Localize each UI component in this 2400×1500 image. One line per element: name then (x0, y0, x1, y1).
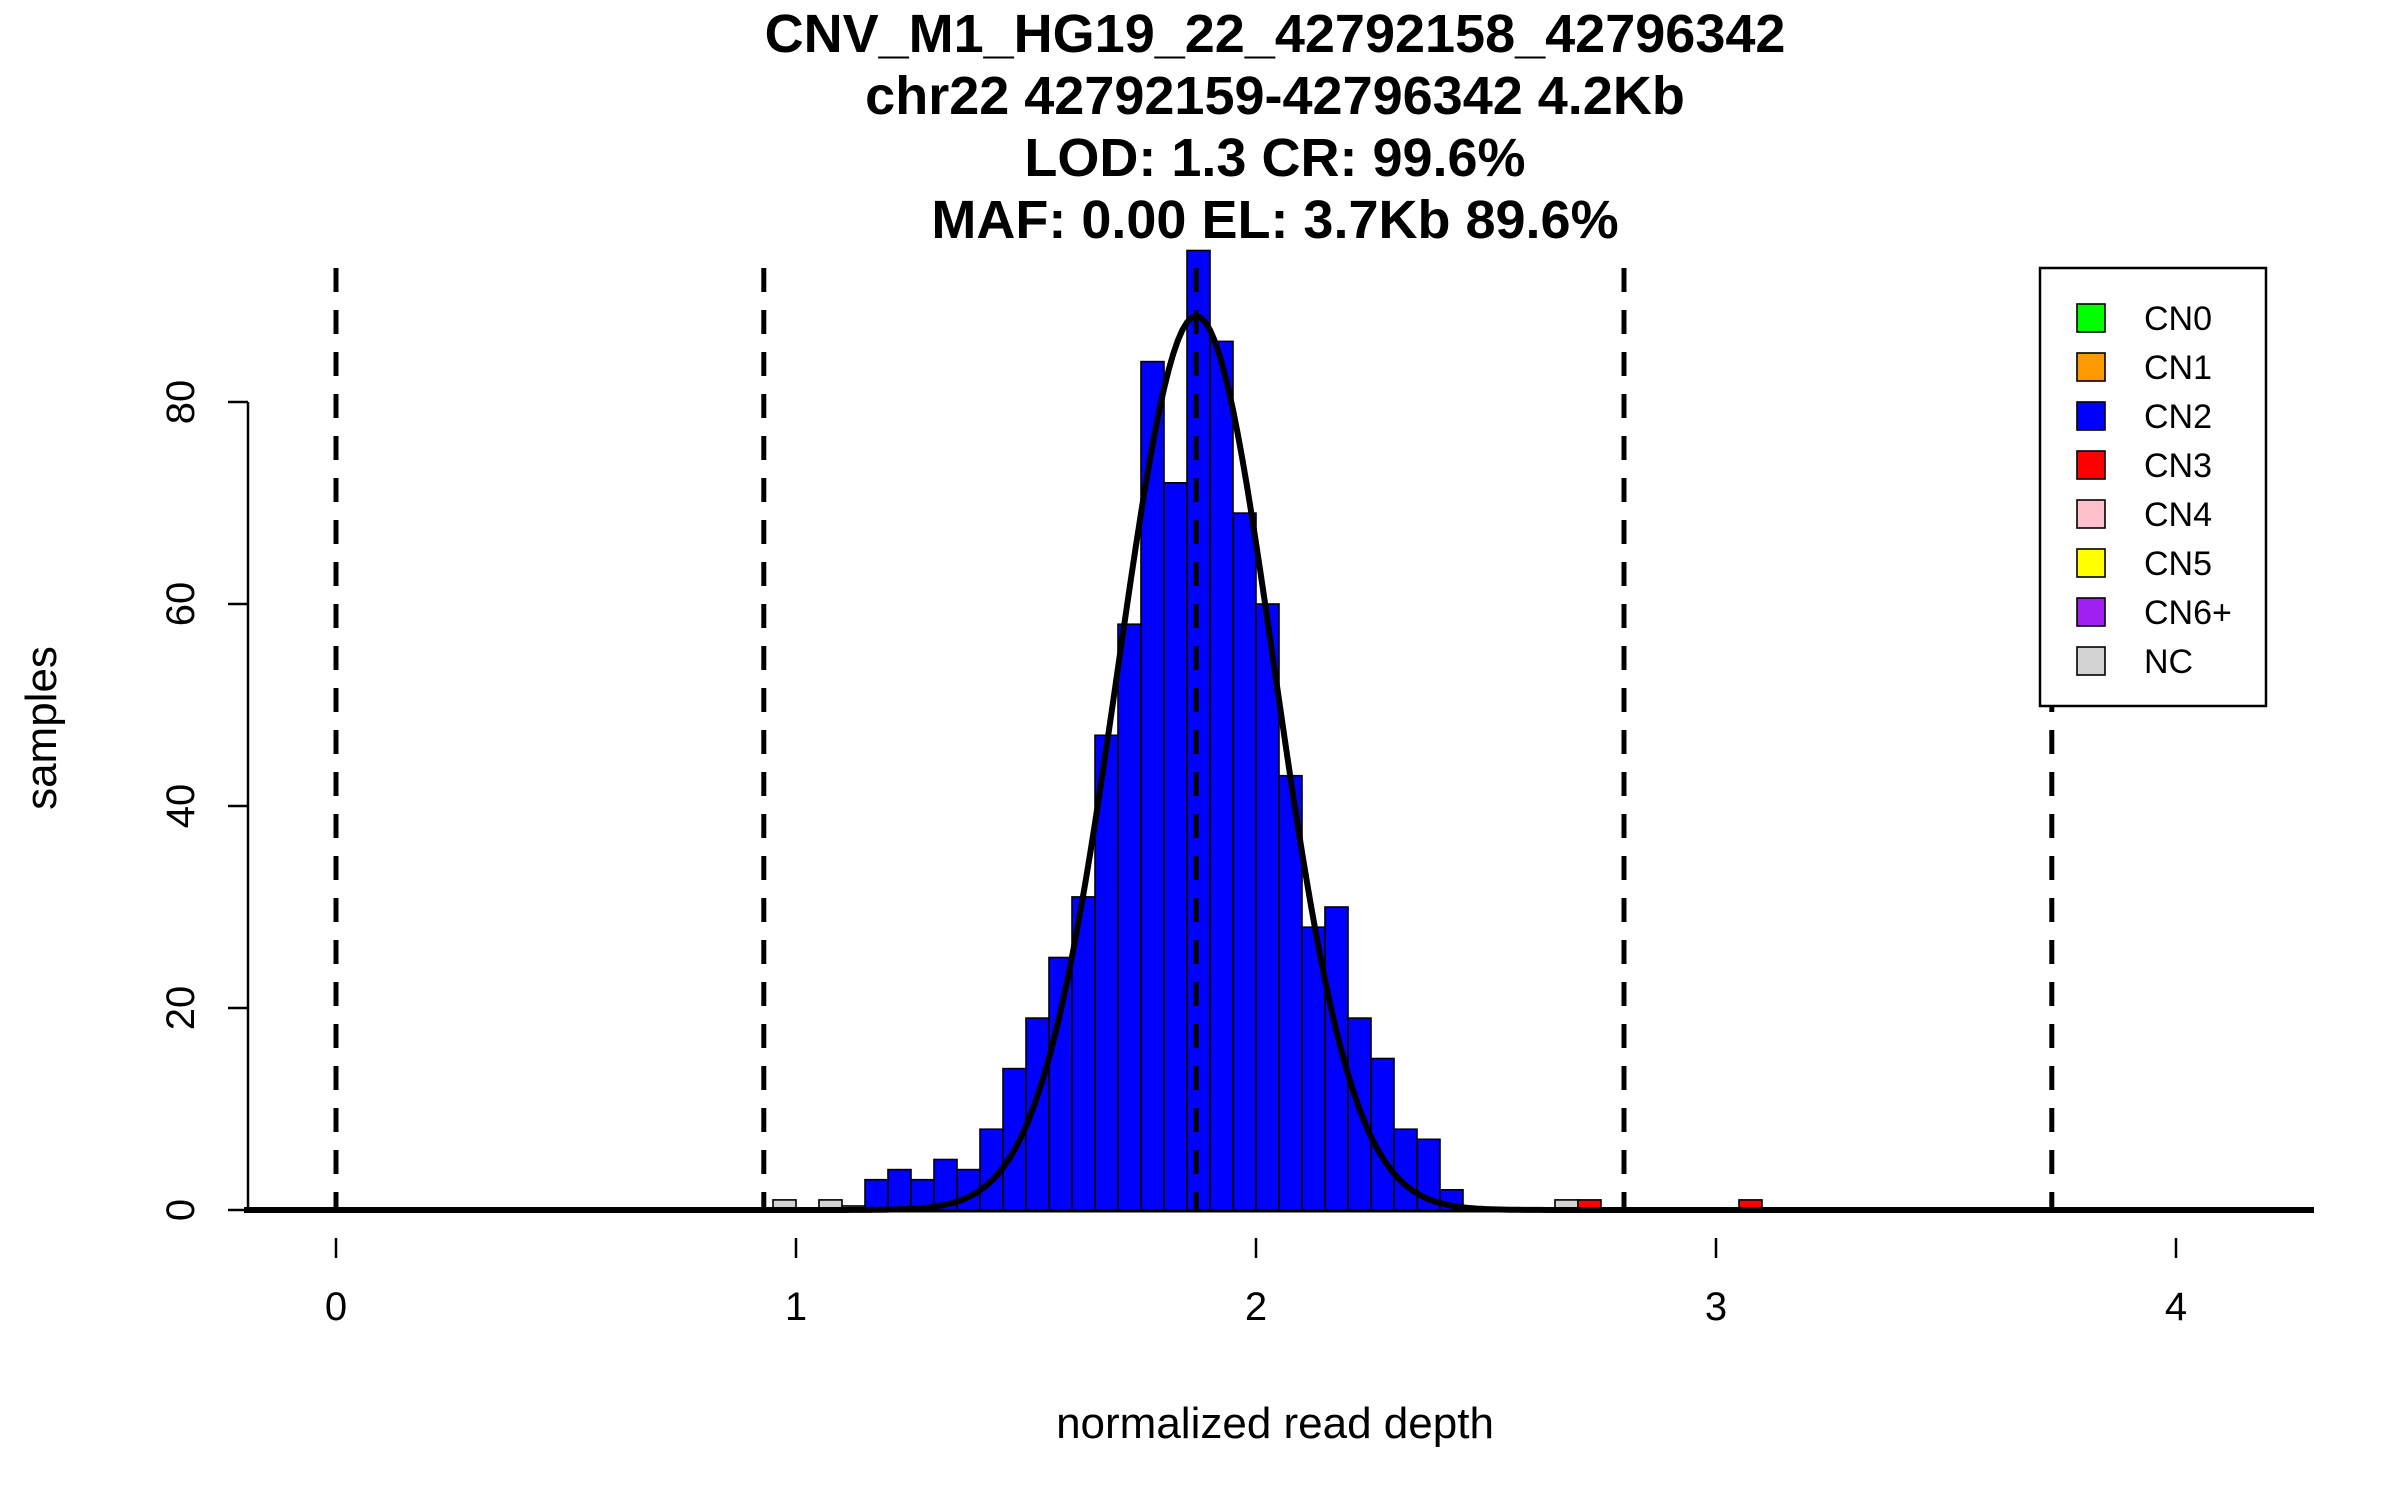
legend-label: NC (2144, 643, 2193, 681)
threshold-lines (333, 268, 2055, 1210)
histogram-bar (1163, 481, 1188, 1211)
histogram-bar (864, 1178, 889, 1211)
legend-swatch (2076, 352, 2106, 382)
x-tick-label: 1 (785, 1285, 807, 1329)
y-tick-label: 80 (159, 380, 203, 425)
y-tick-label: 40 (159, 784, 203, 829)
title-line-1: CNV_M1_HG19_22_42792158_42796342 (765, 4, 1786, 64)
legend-swatch (2076, 499, 2106, 529)
y-tick-label: 0 (159, 1199, 203, 1221)
legend-swatch (2076, 646, 2106, 676)
legend-label: CN3 (2144, 447, 2212, 485)
legend: CN0 CN1 CN2 CN3 CN4 CN5 CN6+ NC (2038, 266, 2268, 708)
x-tick-label: 4 (2165, 1285, 2187, 1329)
x-tick-label: 2 (1245, 1285, 1267, 1329)
legend-swatch (2076, 401, 2106, 431)
legend-label: CN2 (2144, 398, 2212, 436)
histogram-bar (1370, 1057, 1395, 1211)
x-tick-label: 0 (325, 1285, 347, 1329)
histogram-bar (1117, 623, 1142, 1211)
histogram-bar (1209, 340, 1234, 1211)
legend-box (2038, 266, 2268, 708)
histogram-bar (1048, 956, 1073, 1211)
chart-title: CNV_M1_HG19_22_42792158_42796342 chr22 4… (765, 4, 1786, 250)
legend-label: CN6+ (2144, 594, 2232, 632)
histogram-bar (1232, 512, 1257, 1211)
legend-label: CN0 (2144, 300, 2212, 338)
legend-label: CN1 (2144, 349, 2212, 387)
legend-label: CN5 (2144, 545, 2212, 583)
legend-label: CN4 (2144, 496, 2212, 534)
title-line-2: chr22 42792159-42796342 4.2Kb (865, 66, 1685, 126)
histogram-bar (887, 1168, 912, 1211)
histogram-bar (1393, 1128, 1418, 1211)
y-tick-label: 60 (159, 582, 203, 627)
histogram-bars (772, 249, 1763, 1211)
legend-swatch (2076, 303, 2106, 333)
x-tick-label: 3 (1705, 1285, 1727, 1329)
legend-swatch (2076, 597, 2106, 627)
legend-swatch (2076, 450, 2106, 480)
title-line-4: MAF: 0.00 EL: 3.7Kb 89.6% (931, 190, 1618, 250)
title-line-3: LOD: 1.3 CR: 99.6% (1024, 128, 1525, 188)
x-axis-label: normalized read depth (1056, 1399, 1494, 1448)
y-tick-label: 20 (159, 986, 203, 1031)
legend-swatch (2076, 548, 2106, 578)
y-axis-label: samples (17, 646, 66, 810)
